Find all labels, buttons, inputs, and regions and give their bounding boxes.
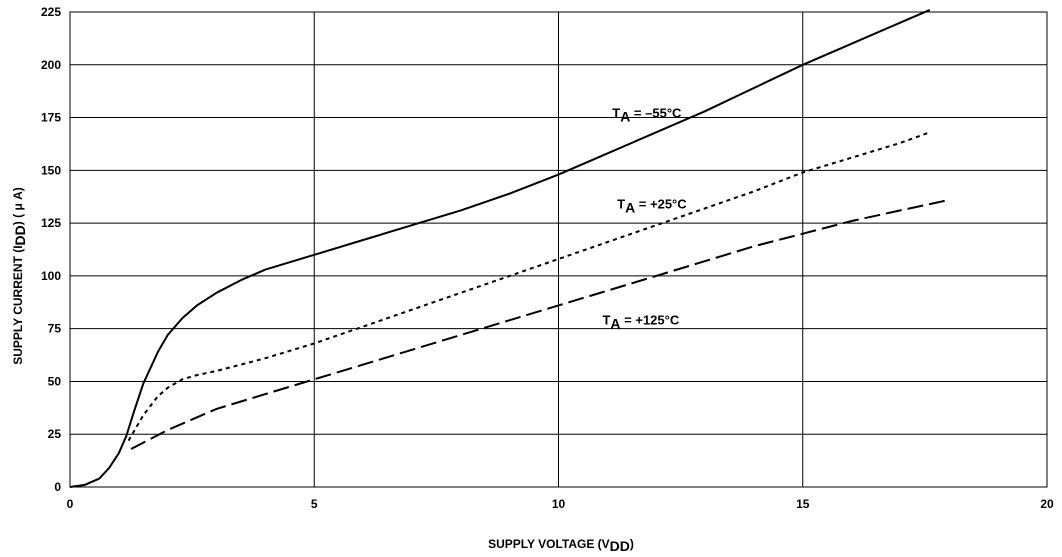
series-label-dotted: TA = +25°C	[617, 196, 687, 215]
y-tick-label-75: 75	[48, 322, 62, 336]
x-tick-label-15: 15	[796, 497, 810, 511]
y-tick-label-200: 200	[41, 58, 61, 72]
x-tick-label-20: 20	[1040, 497, 1054, 511]
series-annotations: TA = –55°C TA = +25°C TA = +125°C	[602, 106, 687, 332]
x-tick-labels: 0 5 10 15 20	[67, 497, 1054, 511]
series-label-dashed: TA = +125°C	[602, 312, 679, 331]
series-line-dotted	[127, 131, 931, 442]
plot-frame	[69, 11, 1048, 488]
y-tick-labels: 0 25 50 75 100 125 150 175 200 225	[41, 5, 61, 494]
series-lines	[69, 8, 950, 488]
y-tick-label-225: 225	[41, 5, 61, 19]
series-line-dashed	[130, 198, 950, 450]
y-axis-label: SUPPLY CURRENT (IDD) ( μ A)	[11, 187, 28, 365]
x-tick-label-10: 10	[552, 497, 566, 511]
series-line-solid	[69, 8, 931, 488]
y-tick-label-50: 50	[48, 374, 62, 388]
series-label-solid: TA = –55°C	[612, 106, 682, 125]
y-tick-label-25: 25	[48, 427, 62, 441]
y-tick-label-0: 0	[54, 480, 61, 494]
y-tick-label-125: 125	[41, 216, 61, 230]
x-tick-label-0: 0	[67, 497, 74, 511]
x-axis-label: SUPPLY VOLTAGE (VDD)	[488, 537, 634, 554]
y-tick-label-100: 100	[41, 269, 61, 283]
grid	[69, 11, 1048, 488]
y-tick-label-175: 175	[41, 111, 61, 125]
y-tick-label-150: 150	[41, 163, 61, 177]
x-tick-label-5: 5	[311, 497, 318, 511]
